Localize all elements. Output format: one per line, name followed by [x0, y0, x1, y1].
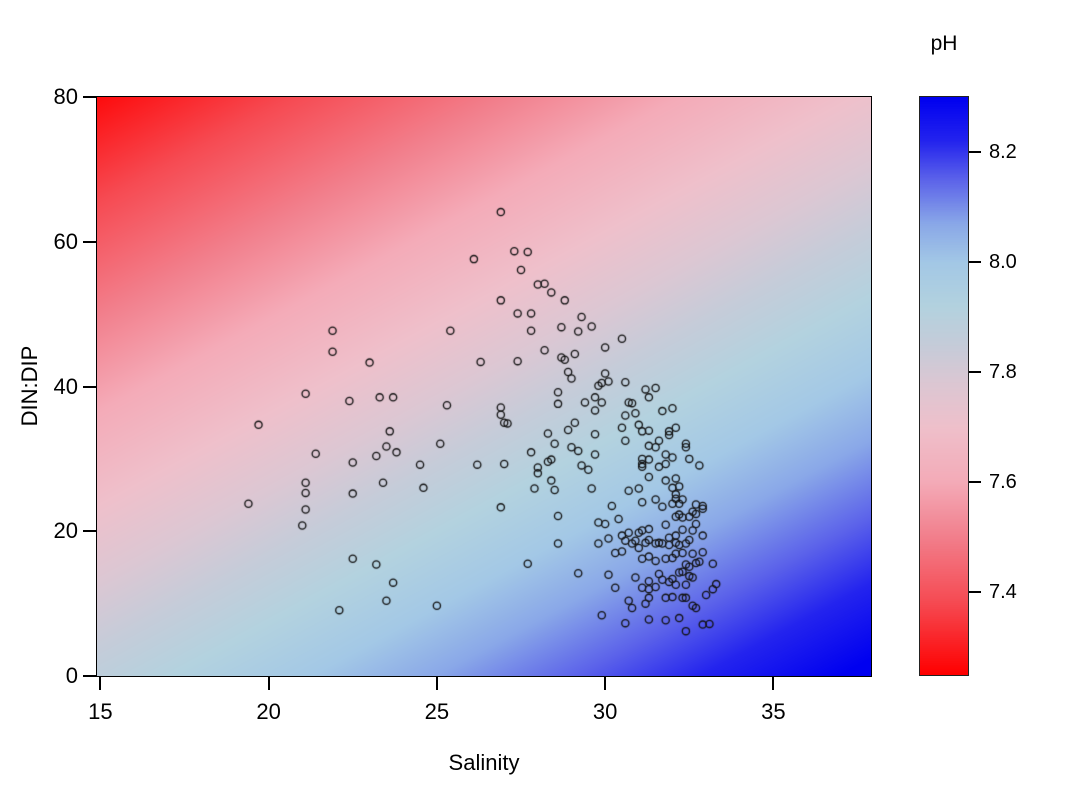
x-tick-label: 15 [88, 699, 113, 724]
y-axis-tick [83, 385, 96, 388]
y-tick-label: 80 [53, 84, 78, 109]
y-axis-tick [83, 675, 96, 677]
colorbar-tick-label: 7.6 [989, 471, 1017, 494]
colorbar-tick-label: 8.2 [989, 141, 1017, 164]
x-axis-tick [435, 677, 438, 690]
colorbar-tick-label: 7.4 [989, 581, 1017, 604]
x-tick-label: 25 [424, 699, 450, 724]
x-axis-tick [99, 677, 102, 690]
x-tick-label: 35 [761, 699, 786, 724]
y-axis-tick [83, 240, 96, 243]
y-tick-label: 20 [53, 518, 78, 544]
y-tick-label: 0 [65, 663, 78, 688]
y-tick-label: 40 [53, 373, 78, 399]
colorbar-tick [968, 371, 981, 374]
y-axis-tick [83, 96, 96, 98]
y-tick-label: 60 [53, 228, 78, 254]
x-axis-tick [267, 677, 270, 690]
x-axis-tick [604, 677, 607, 690]
colorbar-tick [968, 591, 981, 594]
x-axis-tick [772, 677, 775, 690]
colorbar-tick-label: 7.8 [989, 361, 1017, 384]
x-axis-title: Salinity [448, 750, 520, 775]
colorbar [920, 97, 968, 675]
x-tick-label: 30 [592, 699, 618, 724]
colorbar-tick [968, 261, 981, 264]
colorbar-tick-label: 8.0 [989, 251, 1017, 274]
y-axis-title: DIN:DIP [17, 345, 42, 427]
colorbar-tick [968, 151, 981, 154]
x-tick-label: 20 [256, 699, 281, 724]
y-axis-tick [83, 530, 96, 533]
colorbar-title: pH [930, 32, 958, 55]
colorbar-tick [968, 481, 981, 484]
plot-area [97, 97, 871, 676]
